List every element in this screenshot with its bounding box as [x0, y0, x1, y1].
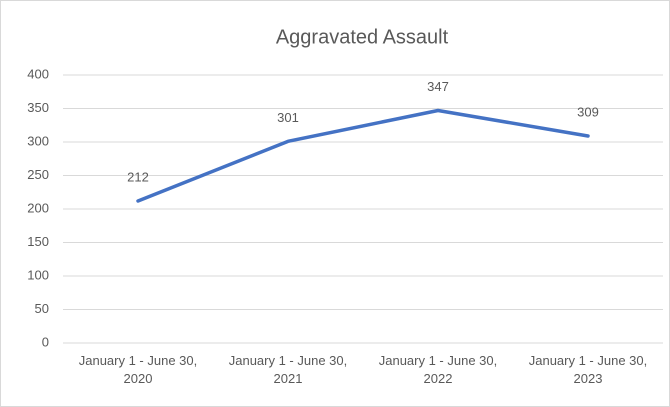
data-label: 212 [127, 169, 149, 184]
line-series [136, 108, 590, 203]
y-tick-label: 400 [27, 66, 49, 81]
y-tick-label: 150 [27, 234, 49, 249]
x-tick-label: January 1 - June 30, 2020 [78, 353, 198, 386]
chart-title: Aggravated Assault [276, 26, 449, 48]
y-tick-label: 0 [42, 334, 49, 349]
x-tick-label: January 1 - June 30, 2023 [528, 353, 648, 386]
y-tick-label: 300 [27, 133, 49, 148]
x-tick-label: January 1 - June 30, 2021 [228, 353, 348, 386]
x-tick-label: January 1 - June 30, 2022 [378, 353, 498, 386]
y-tick-label: 250 [27, 167, 49, 182]
y-tick-label: 350 [27, 100, 49, 115]
y-tick-label: 50 [35, 301, 49, 316]
data-label: 309 [577, 104, 599, 119]
data-label: 347 [427, 79, 449, 94]
data-label: 301 [277, 110, 299, 125]
y-tick-label: 100 [27, 267, 49, 282]
y-tick-label: 200 [27, 200, 49, 215]
